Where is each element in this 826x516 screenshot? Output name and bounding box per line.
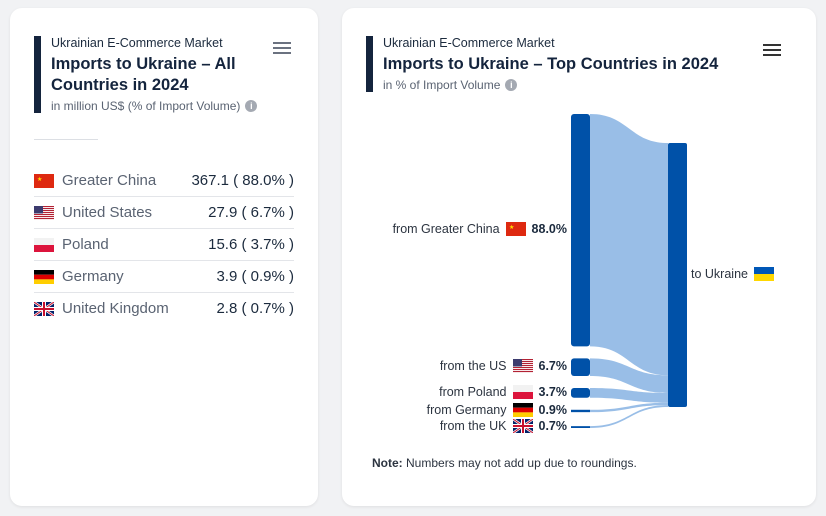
table-row: United Kingdom 2.8 ( 0.7% ) (34, 293, 294, 324)
table-row: ★ Greater China 367.1 ( 88.0% ) (34, 165, 294, 197)
source-value: 3.7% (538, 384, 568, 399)
sankey-source-node[interactable] (571, 426, 590, 428)
subtitle: in million US$ (% of Import Volume) i (51, 99, 261, 113)
source-name: from Poland (439, 384, 507, 399)
sankey-link (590, 358, 668, 394)
country-name: United States (62, 204, 153, 221)
note-label: Note: (372, 456, 403, 470)
country-name: Greater China (62, 172, 157, 189)
source-value: 6.7% (538, 359, 568, 374)
sankey-source-node[interactable] (571, 409, 590, 413)
card-header: Ukrainian E-Commerce Market Imports to U… (34, 36, 261, 113)
top-countries-card: Ukrainian E-Commerce Market Imports to U… (342, 8, 816, 506)
card-header: Ukrainian E-Commerce Market Imports to U… (366, 36, 718, 92)
country-name: Germany (62, 268, 124, 285)
country-table: ★ Greater China 367.1 ( 88.0% ) United Stat… (34, 165, 294, 324)
sankey-source-node[interactable] (571, 114, 590, 347)
svg-text:★: ★ (37, 176, 42, 183)
flag-cn-icon: ★ (34, 173, 54, 188)
source-label: from Poland 3.7% (439, 384, 568, 399)
kicker: Ukrainian E-Commerce Market (51, 36, 223, 50)
sankey-source-node[interactable] (571, 388, 590, 398)
country-name: United Kingdom (62, 300, 169, 317)
source-name: from Greater China (392, 222, 500, 237)
sankey-link (590, 388, 668, 403)
sankey-target-node[interactable] (668, 143, 687, 407)
all-countries-card: Ukrainian E-Commerce Market Imports to U… (10, 8, 318, 506)
sankey-source-node[interactable] (571, 358, 590, 377)
sankey-link (590, 402, 668, 413)
info-icon[interactable]: i (245, 100, 258, 112)
card-title: Imports to Ukraine – All Countries in 20… (51, 55, 236, 94)
divider (34, 139, 98, 140)
chart-note: Note: Numbers may not add up due to roun… (372, 456, 637, 470)
country-value: 27.9 ( 6.7% ) (208, 204, 294, 221)
menu-icon[interactable] (273, 39, 291, 57)
subtitle: in % of Import Volume i (383, 78, 718, 92)
card-title: Imports to Ukraine – Top Countries in 20… (383, 55, 719, 73)
flag-us-icon (512, 359, 533, 374)
source-label: from Greater China ★ 88.0% (392, 222, 567, 237)
source-label: from Germany 0.9% (426, 402, 568, 417)
subtitle-text: in % of Import Volume (383, 78, 501, 92)
flag-pl-icon (34, 237, 54, 252)
country-value: 3.9 ( 0.9% ) (216, 268, 294, 285)
source-label: from the UK 0.7% (439, 419, 568, 434)
subtitle-text: in million US$ (% of Import Volume) (51, 99, 241, 113)
info-icon[interactable]: i (505, 79, 518, 91)
kicker: Ukrainian E-Commerce Market (383, 36, 555, 50)
source-value: 0.9% (538, 402, 568, 417)
sankey-link (590, 405, 668, 428)
source-name: from the US (439, 359, 507, 374)
source-value: 88.0% (531, 222, 567, 237)
note-text: Numbers may not add up due to roundings. (402, 456, 637, 470)
target-label: to Ukraine (691, 267, 774, 281)
svg-text:★: ★ (509, 224, 514, 231)
source-name: from the UK (439, 419, 507, 434)
table-row: Germany 3.9 ( 0.9% ) (34, 261, 294, 293)
sankey-link (590, 114, 668, 376)
sankey-chart (571, 114, 687, 428)
country-name: Poland (62, 236, 109, 253)
source-label: from the US 6.7% (439, 359, 568, 374)
source-value: 0.7% (538, 419, 568, 434)
flag-ua-icon (753, 267, 774, 281)
flag-cn-icon: ★ (505, 222, 526, 237)
source-name: from Germany (426, 402, 507, 417)
flag-gb-icon (34, 301, 54, 316)
menu-icon[interactable] (763, 41, 781, 59)
country-value: 15.6 ( 3.7% ) (208, 236, 294, 253)
table-row: Poland 15.6 ( 3.7% ) (34, 229, 294, 261)
country-value: 2.8 ( 0.7% ) (216, 300, 294, 317)
flag-gb-icon (512, 419, 533, 434)
flag-de-icon (512, 402, 533, 417)
target-name: to Ukraine (691, 267, 748, 281)
flag-us-icon (34, 205, 54, 220)
flag-pl-icon (512, 384, 533, 399)
flag-de-icon (34, 269, 54, 284)
table-row: United States 27.9 ( 6.7% ) (34, 197, 294, 229)
country-value: 367.1 ( 88.0% ) (191, 172, 294, 189)
